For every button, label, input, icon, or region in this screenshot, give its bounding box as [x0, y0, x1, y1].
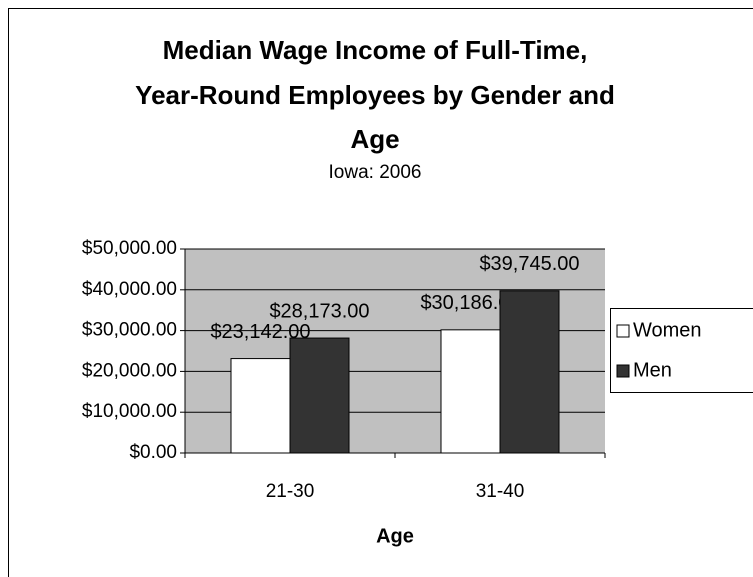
x-tick-label: 31-40 — [476, 481, 525, 502]
y-tick-label: $40,000.00 — [82, 279, 177, 300]
bar — [289, 337, 350, 454]
legend-box — [610, 308, 753, 393]
chart-subtitle: Iowa: 2006 — [329, 162, 422, 183]
chart-title: Age — [350, 124, 399, 154]
legend-label: Men — [633, 359, 672, 381]
y-tick-label: $30,000.00 — [82, 320, 177, 341]
legend-label: Women — [633, 319, 702, 341]
chart-title: Year-Round Employees by Gender and — [135, 80, 615, 110]
y-tick-label: $20,000.00 — [82, 360, 177, 381]
data-label: $39,745.00 — [479, 253, 579, 275]
y-tick-label: $10,000.00 — [82, 401, 177, 422]
y-tick-label: $50,000.00 — [82, 238, 177, 259]
legend-swatch — [616, 324, 630, 338]
y-tick-label: $0.00 — [129, 442, 177, 463]
data-label: $23,142.00 — [210, 321, 310, 343]
legend-swatch — [616, 364, 630, 378]
x-tick-label: 21-30 — [266, 481, 315, 502]
data-label: $28,173.00 — [269, 300, 369, 322]
x-axis-label: Age — [376, 525, 414, 547]
bar — [440, 329, 501, 454]
bar — [230, 358, 291, 454]
chart-title: Median Wage Income of Full-Time, — [163, 35, 588, 65]
data-label: $30,186.00 — [420, 292, 520, 314]
bar — [499, 290, 560, 454]
